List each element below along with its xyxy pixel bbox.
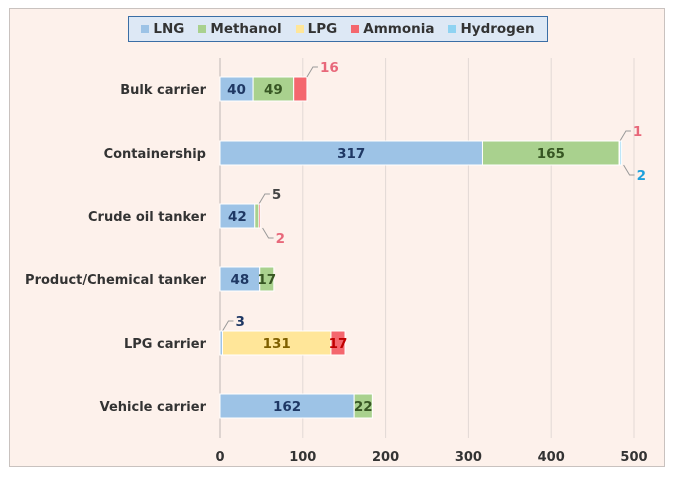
legend-item-lpg: LPG [295,21,338,37]
data-label-callout: 2 [637,168,646,184]
legend-label: Hydrogen [460,21,535,37]
legend: LNG Methanol LPG Ammonia Hydrogen [128,16,548,42]
legend-swatch [448,25,457,33]
leader-line [623,164,635,176]
data-label: 165 [537,146,565,162]
leader-line [222,320,234,332]
leader-line [306,66,318,78]
x-tick-label: 100 [289,450,316,465]
bar-segment-methanol [353,393,373,419]
category-label: LPG carrier [124,337,207,352]
category-label: Crude oil tanker [88,210,207,225]
data-label: 49 [264,82,283,98]
leader-line [258,193,270,205]
category-label: Product/Chemical tanker [25,273,207,288]
bar-segment-ammonia [330,330,346,356]
legend-swatch [295,25,304,33]
data-label: 162 [273,399,301,415]
legend-label: Methanol [210,21,282,37]
bar-segment-lng [219,393,355,419]
data-label-callout: 2 [276,231,285,247]
data-label-callout: 3 [235,314,244,330]
bar-segment-lng [219,203,256,229]
legend-item-methanol: Methanol [198,21,282,37]
data-label: 22 [354,399,373,415]
data-label: 17 [329,336,348,352]
legend-swatch [198,25,207,33]
bar-segment-hydrogen [619,140,623,166]
data-label: 17 [257,272,276,288]
bar-segment-lpg [221,330,332,356]
bar-segment-methanol [481,140,620,166]
bar-segment-lng [219,76,254,102]
bar-segment-ammonia [293,76,308,102]
legend-item-hydrogen: Hydrogen [448,21,535,37]
x-tick-label: 400 [538,450,565,465]
leader-line [262,227,274,239]
data-label-callout: 1 [633,124,642,140]
category-label: Containership [104,147,206,162]
legend-label: LNG [153,21,185,37]
bar-segment-ammonia [258,203,262,229]
data-label: 42 [228,209,247,225]
legend-swatch [351,25,360,33]
legend-item-ammonia: Ammonia [351,21,434,37]
category-label: Vehicle carrier [100,400,207,415]
data-label: 131 [263,336,291,352]
x-tick-label: 200 [372,450,399,465]
data-label: 48 [230,272,249,288]
legend-item-lng: LNG [141,21,184,37]
data-label-callout: 5 [272,187,281,203]
legend-swatch [141,25,150,33]
data-label-callout: 16 [320,60,339,76]
bar-segment-methanol [254,203,260,229]
bar-segment-lng [219,266,261,292]
leader-line [619,130,631,142]
category-label: Bulk carrier [120,83,206,98]
chart-frame [9,8,665,467]
legend-label: LPG [307,21,338,37]
bar-segment-methanol [259,266,275,292]
x-tick-label: 300 [455,450,482,465]
x-tick-label: 500 [620,450,647,465]
x-tick-label: 0 [215,450,224,465]
data-label: 40 [227,82,246,98]
data-label: 317 [337,146,365,162]
bar-segment-lng [219,140,483,166]
legend-label: Ammonia [363,21,435,37]
